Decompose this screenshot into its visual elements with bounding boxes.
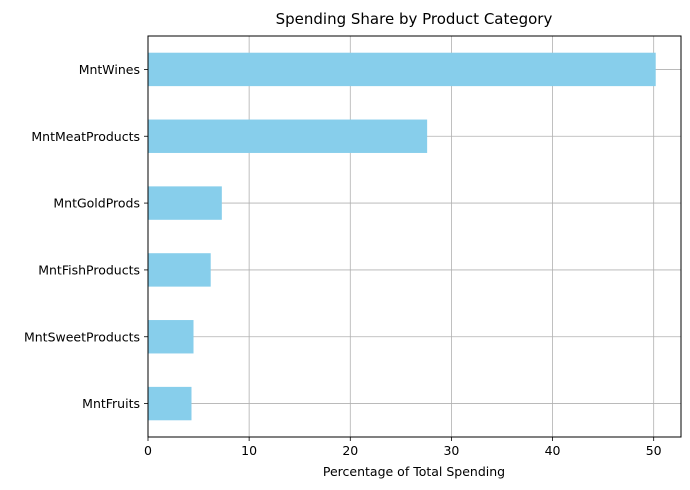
x-tick-label: 10 [241,443,257,458]
grid-lines [147,36,681,437]
x-tick-label: 50 [646,443,662,458]
bar-MntFishProducts [148,253,211,287]
bars [148,52,656,421]
chart-title: Spending Share by Product Category [276,10,553,28]
y-tick-label: MntFishProducts [38,262,140,277]
x-tick-label: 0 [144,443,152,458]
x-axis-label: Percentage of Total Spending [323,464,505,479]
y-axis-ticks: MntWines MntMeatProducts MntGoldProds MntFi… [24,62,148,411]
y-tick-label: MntFruits [82,396,140,411]
bar-MntGoldProds [148,186,222,220]
x-tick-label: 30 [443,443,459,458]
x-tick-label: 20 [342,443,358,458]
plot-frame [147,35,682,438]
y-tick-label: MntGoldProds [53,196,140,211]
y-tick-label: MntSweetProducts [24,329,140,344]
bar-MntFruits [148,386,192,421]
y-tick-label: MntWines [79,62,140,77]
bar-MntSweetProducts [148,320,194,354]
x-tick-label: 40 [545,443,561,458]
bar-MntWines [148,52,656,87]
bar-MntMeatProducts [148,119,428,153]
y-tick-label: MntMeatProducts [31,129,140,144]
x-axis-ticks: 0 10 20 30 40 50 [144,437,662,458]
